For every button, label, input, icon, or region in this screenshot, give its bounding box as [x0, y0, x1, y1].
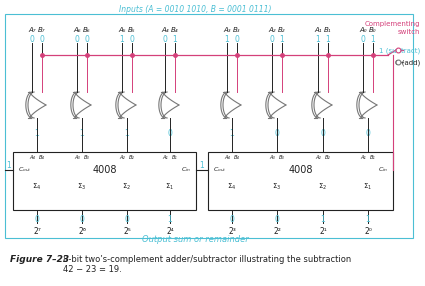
Text: 0: 0	[275, 128, 279, 138]
Text: A₄: A₄	[224, 155, 230, 160]
Text: 0: 0	[167, 128, 173, 138]
Text: 1: 1	[119, 35, 125, 45]
Text: A₃: A₃	[74, 155, 80, 160]
Text: $C_{out}$: $C_{out}$	[213, 166, 227, 174]
Text: 2²: 2²	[273, 227, 281, 237]
Text: 1: 1	[34, 128, 40, 138]
Text: Inputs (A = 0010 1010, B = 0001 0111): Inputs (A = 0010 1010, B = 0001 0111)	[119, 5, 271, 15]
Bar	[208, 152, 393, 210]
Text: $C_{in}$: $C_{in}$	[378, 166, 388, 174]
Text: 2⁷: 2⁷	[33, 227, 41, 237]
Text: 0: 0	[235, 35, 239, 45]
Text: 0: 0	[34, 215, 40, 225]
Text: Complementing
switch: Complementing switch	[365, 21, 420, 35]
Text: 2³: 2³	[228, 227, 236, 237]
Text: A₂: A₂	[268, 27, 276, 33]
Text: 1: 1	[125, 128, 129, 138]
Text: B₃: B₃	[233, 27, 241, 33]
Text: 0: 0	[360, 35, 366, 45]
Text: 1: 1	[280, 35, 284, 45]
Text: B₂: B₂	[129, 155, 135, 160]
Text: $C_{in}$: $C_{in}$	[181, 166, 191, 174]
Text: 0: 0	[125, 215, 130, 225]
Text: A₆: A₆	[73, 27, 81, 33]
Text: 2⁴: 2⁴	[166, 227, 174, 237]
Text: $\Sigma_1$: $\Sigma_1$	[363, 182, 373, 192]
Bar	[5, 14, 413, 238]
Text: $\Sigma_3$: $\Sigma_3$	[272, 182, 282, 192]
Text: 0: 0	[130, 35, 134, 45]
Text: 2¹: 2¹	[319, 227, 327, 237]
Text: 0: 0	[30, 35, 34, 45]
Text: B₀: B₀	[369, 27, 377, 33]
Text: B₁: B₁	[324, 27, 332, 33]
Text: $\Sigma_4$: $\Sigma_4$	[32, 182, 42, 192]
Text: A₃: A₃	[223, 27, 231, 33]
Text: $\Sigma_1$: $\Sigma_1$	[165, 182, 175, 192]
Text: 1: 1	[167, 215, 173, 225]
Text: B₂: B₂	[278, 27, 286, 33]
Text: $\Sigma_4$: $\Sigma_4$	[227, 182, 237, 192]
Text: B₁: B₁	[370, 155, 376, 160]
Text: 1: 1	[200, 162, 204, 170]
Text: A₄: A₄	[29, 155, 35, 160]
Text: 4008: 4008	[92, 165, 117, 175]
Text: A₇: A₇	[28, 27, 36, 33]
Text: B₄: B₄	[234, 155, 240, 160]
Text: A₄: A₄	[161, 27, 169, 33]
Text: B₆: B₆	[83, 27, 91, 33]
Text: $\Sigma_2$: $\Sigma_2$	[318, 182, 328, 192]
Text: A₂: A₂	[315, 155, 321, 160]
Text: 0: 0	[79, 215, 85, 225]
Text: 0: 0	[74, 35, 79, 45]
Text: A₅: A₅	[118, 27, 126, 33]
Text: Figure 7–23: Figure 7–23	[10, 255, 69, 264]
Text: 0: 0	[269, 35, 275, 45]
Text: 1: 1	[7, 162, 11, 170]
Text: 1: 1	[225, 35, 230, 45]
Text: 2⁵: 2⁵	[123, 227, 131, 237]
Text: B₃: B₃	[84, 155, 90, 160]
Text: A₀: A₀	[359, 27, 367, 33]
Text: 4008: 4008	[288, 165, 313, 175]
Text: A₁: A₁	[162, 155, 168, 160]
Text: $C_{out}$: $C_{out}$	[18, 166, 31, 174]
Text: B₄: B₄	[171, 27, 179, 33]
Text: $\Sigma_2$: $\Sigma_2$	[122, 182, 132, 192]
Text: A₁: A₁	[360, 155, 366, 160]
Text: 8-bit two’s-complement adder/subtractor illustrating the subtraction
42 − 23 = 1: 8-bit two’s-complement adder/subtractor …	[63, 255, 351, 274]
Text: 0: 0	[85, 35, 89, 45]
Text: 0: 0	[162, 35, 167, 45]
Text: A₃: A₃	[269, 155, 275, 160]
Text: B₇: B₇	[38, 27, 46, 33]
Text: 0: 0	[230, 215, 235, 225]
Text: 1: 1	[230, 128, 234, 138]
Text: Output sum or remainder: Output sum or remainder	[142, 235, 248, 245]
Text: A₁: A₁	[314, 27, 322, 33]
Text: 0 (add): 0 (add)	[395, 60, 420, 66]
Text: B₄: B₄	[39, 155, 45, 160]
Text: 2⁶: 2⁶	[78, 227, 86, 237]
Text: 2⁰: 2⁰	[364, 227, 372, 237]
Text: 1 (subtract): 1 (subtract)	[379, 48, 420, 54]
Text: B₃: B₃	[279, 155, 285, 160]
Bar	[13, 152, 196, 210]
Text: B₂: B₂	[325, 155, 331, 160]
Text: $\Sigma_3$: $\Sigma_3$	[77, 182, 87, 192]
Text: 1: 1	[371, 35, 375, 45]
Text: 0: 0	[320, 128, 326, 138]
Text: 0: 0	[366, 128, 371, 138]
Text: B₅: B₅	[128, 27, 136, 33]
Text: 0: 0	[40, 35, 45, 45]
Text: 1: 1	[366, 215, 370, 225]
Text: 1: 1	[316, 35, 320, 45]
Text: 1: 1	[79, 128, 85, 138]
Text: B₁: B₁	[172, 155, 178, 160]
Text: 1: 1	[173, 35, 177, 45]
Text: 1: 1	[326, 35, 330, 45]
Text: 1: 1	[320, 215, 326, 225]
Text: 0: 0	[275, 215, 279, 225]
Text: A₂: A₂	[119, 155, 125, 160]
